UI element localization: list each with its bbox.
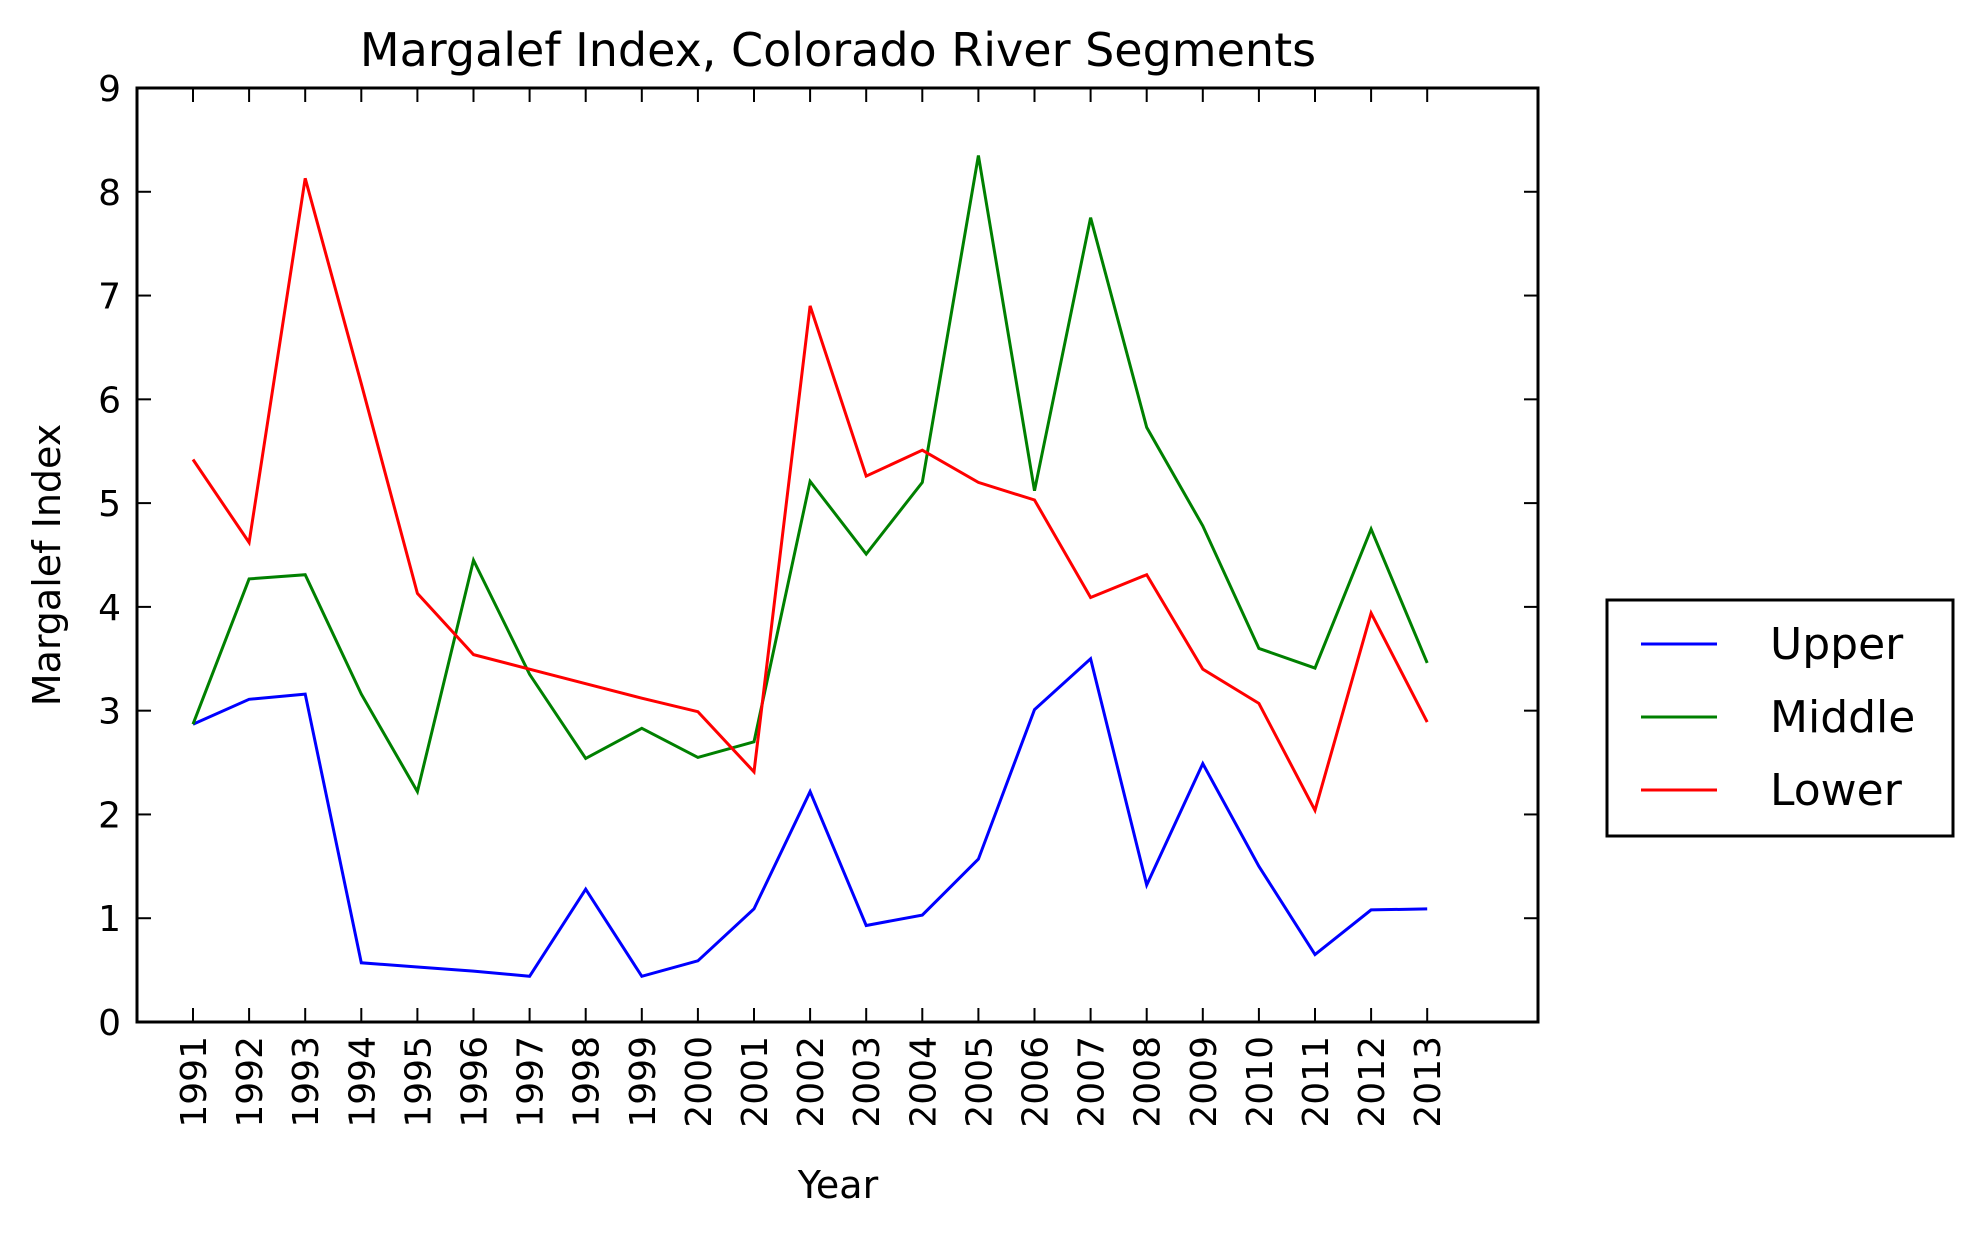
x-tick-label: 2011 [1296,1036,1337,1128]
y-tick-label: 5 [98,484,121,525]
x-tick-label: 2001 [735,1036,776,1128]
y-tick-label: 4 [98,588,121,629]
x-tick-label: 1994 [342,1036,383,1128]
x-tick-label: 1995 [398,1036,439,1128]
chart-title: Margalef Index, Colorado River Segments [360,23,1316,77]
y-tick-label: 2 [98,795,121,836]
x-tick-label: 2013 [1408,1036,1449,1128]
series-line-lower [191,177,1429,815]
x-tick-label: 2009 [1184,1036,1225,1128]
plot-area: 0 1 2 3 4 5 6 7 8 9 1991 1992 1993 1994 1995 1996 1997 19… [98,69,1540,1128]
x-tick-label: 2010 [1240,1036,1281,1128]
y-tick-label: 8 [98,173,121,214]
x-tick-label: 2003 [847,1036,888,1128]
x-tick-label: 1999 [623,1036,664,1128]
x-tick-label: 2002 [791,1036,832,1128]
plot-frame [135,86,1540,1024]
x-tick-label: 1991 [174,1036,215,1128]
x-tick-label: 1996 [455,1036,496,1128]
series-line-middle [191,155,1429,796]
x-tick-label: 2008 [1128,1036,1169,1128]
x-tick-label: 1998 [567,1036,608,1128]
x-tick-label: 1993 [286,1036,327,1128]
legend-label-lower: Lower [1770,765,1903,816]
y-tick-label: 6 [98,380,121,421]
y-tick-label: 0 [98,1003,121,1044]
x-tick-label: 2006 [1016,1036,1057,1128]
legend: Upper Middle Lower [1605,598,1955,838]
series-line-upper [192,656,1428,979]
y-tick-label: 7 [98,277,121,318]
x-tick-label: 2012 [1352,1036,1393,1128]
x-tick-label: 2004 [903,1036,944,1128]
legend-label-middle: Middle [1770,692,1915,743]
y-tick-label: 3 [98,692,121,733]
x-axis-label: Year [797,1163,879,1207]
y-tick-label: 1 [98,899,121,940]
x-tick-label: 2000 [679,1036,720,1128]
x-tick-label: 1992 [230,1036,271,1128]
legend-label-upper: Upper [1770,619,1904,670]
x-tick-label: 2005 [959,1036,1000,1128]
y-tick-label: 9 [98,69,121,110]
x-tick-label: 2007 [1072,1036,1113,1128]
x-tick-label: 1997 [511,1036,552,1128]
y-axis-label: Margalef Index [25,424,69,706]
